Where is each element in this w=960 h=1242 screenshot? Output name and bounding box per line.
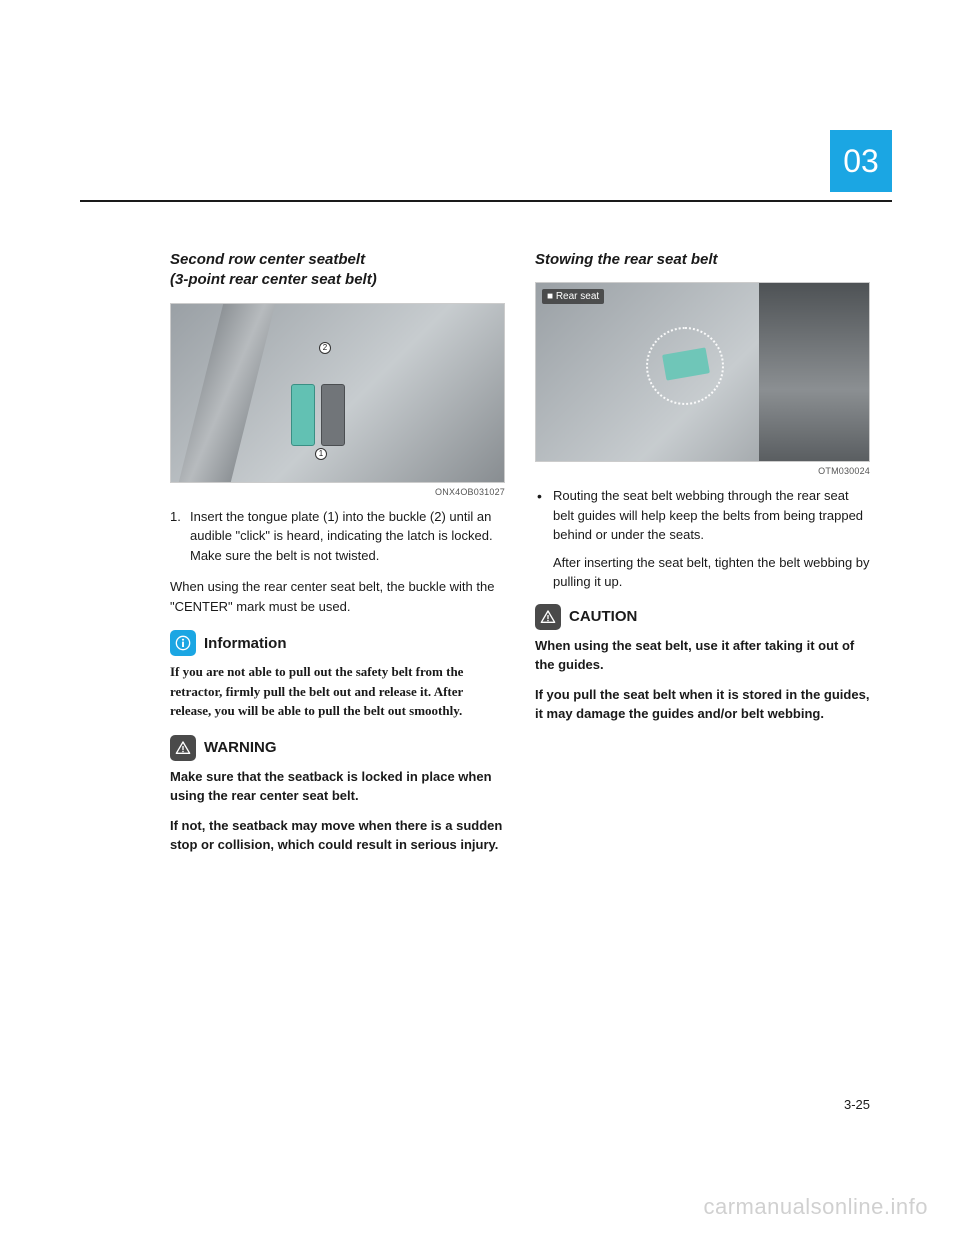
right-column: Stowing the rear seat belt ■ Rear seat O…	[535, 250, 870, 869]
caution-title: CAUTION	[569, 608, 637, 625]
horizontal-rule	[80, 200, 892, 202]
figure-center-seatbelt: 2 1	[170, 303, 505, 483]
bullet-item: Routing the seat belt webbing through th…	[535, 486, 870, 592]
section-title-left: Second row center seatbelt (3-point rear…	[170, 250, 505, 291]
belt-shape	[179, 304, 275, 482]
warning-title: WARNING	[204, 739, 277, 756]
info-icon	[170, 630, 196, 656]
warning-body: Make sure that the seatback is locked in…	[170, 767, 505, 855]
buckle-highlight	[291, 384, 315, 446]
section-title-right: Stowing the rear seat belt	[535, 250, 870, 270]
caution-icon	[535, 604, 561, 630]
warning-callout: WARNING Make sure that the seatback is l…	[170, 735, 505, 855]
panel-shape	[759, 283, 869, 461]
warning-p2: If not, the seatback may move when there…	[170, 816, 505, 855]
step-item: Insert the tongue plate (1) into the buc…	[170, 507, 505, 566]
warning-p1: Make sure that the seatback is locked in…	[170, 767, 505, 806]
caution-body: When using the seat belt, use it after t…	[535, 636, 870, 724]
caution-p2: If you pull the seat belt when it is sto…	[535, 685, 870, 724]
caution-callout: CAUTION When using the seat belt, use it…	[535, 604, 870, 724]
callout-header: Information	[170, 630, 505, 656]
buckle-secondary	[321, 384, 345, 446]
figure-code-right: OTM030024	[535, 466, 870, 476]
chapter-badge: 03	[830, 130, 892, 192]
step-list: Insert the tongue plate (1) into the buc…	[170, 507, 505, 566]
bullet-followup: After inserting the seat belt, tighten t…	[553, 553, 870, 592]
info-body: If you are not able to pull out the safe…	[170, 662, 505, 721]
bullet-text: Routing the seat belt webbing through th…	[553, 488, 863, 542]
bullet-list: Routing the seat belt webbing through th…	[535, 486, 870, 592]
information-callout: Information If you are not able to pull …	[170, 630, 505, 721]
caution-p1: When using the seat belt, use it after t…	[535, 636, 870, 675]
warning-icon	[170, 735, 196, 761]
info-title: Information	[204, 635, 287, 652]
manual-page: 03 Second row center seatbelt (3-point r…	[0, 0, 960, 1242]
watermark: carmanualsonline.info	[703, 1194, 928, 1220]
callout-header: CAUTION	[535, 604, 870, 630]
callout-marker-1: 1	[315, 448, 327, 460]
figure-inset-text: Rear seat	[556, 291, 599, 302]
callout-header: WARNING	[170, 735, 505, 761]
page-number: 3-25	[844, 1097, 870, 1112]
figure-code-left: ONX4OB031027	[170, 487, 505, 497]
content-columns: Second row center seatbelt (3-point rear…	[170, 250, 870, 869]
body-paragraph: When using the rear center seat belt, th…	[170, 577, 505, 616]
left-column: Second row center seatbelt (3-point rear…	[170, 250, 505, 869]
callout-marker-2: 2	[319, 342, 331, 354]
figure-stowing-belt: ■ Rear seat	[535, 282, 870, 462]
figure-inset-label: ■ Rear seat	[542, 289, 604, 304]
